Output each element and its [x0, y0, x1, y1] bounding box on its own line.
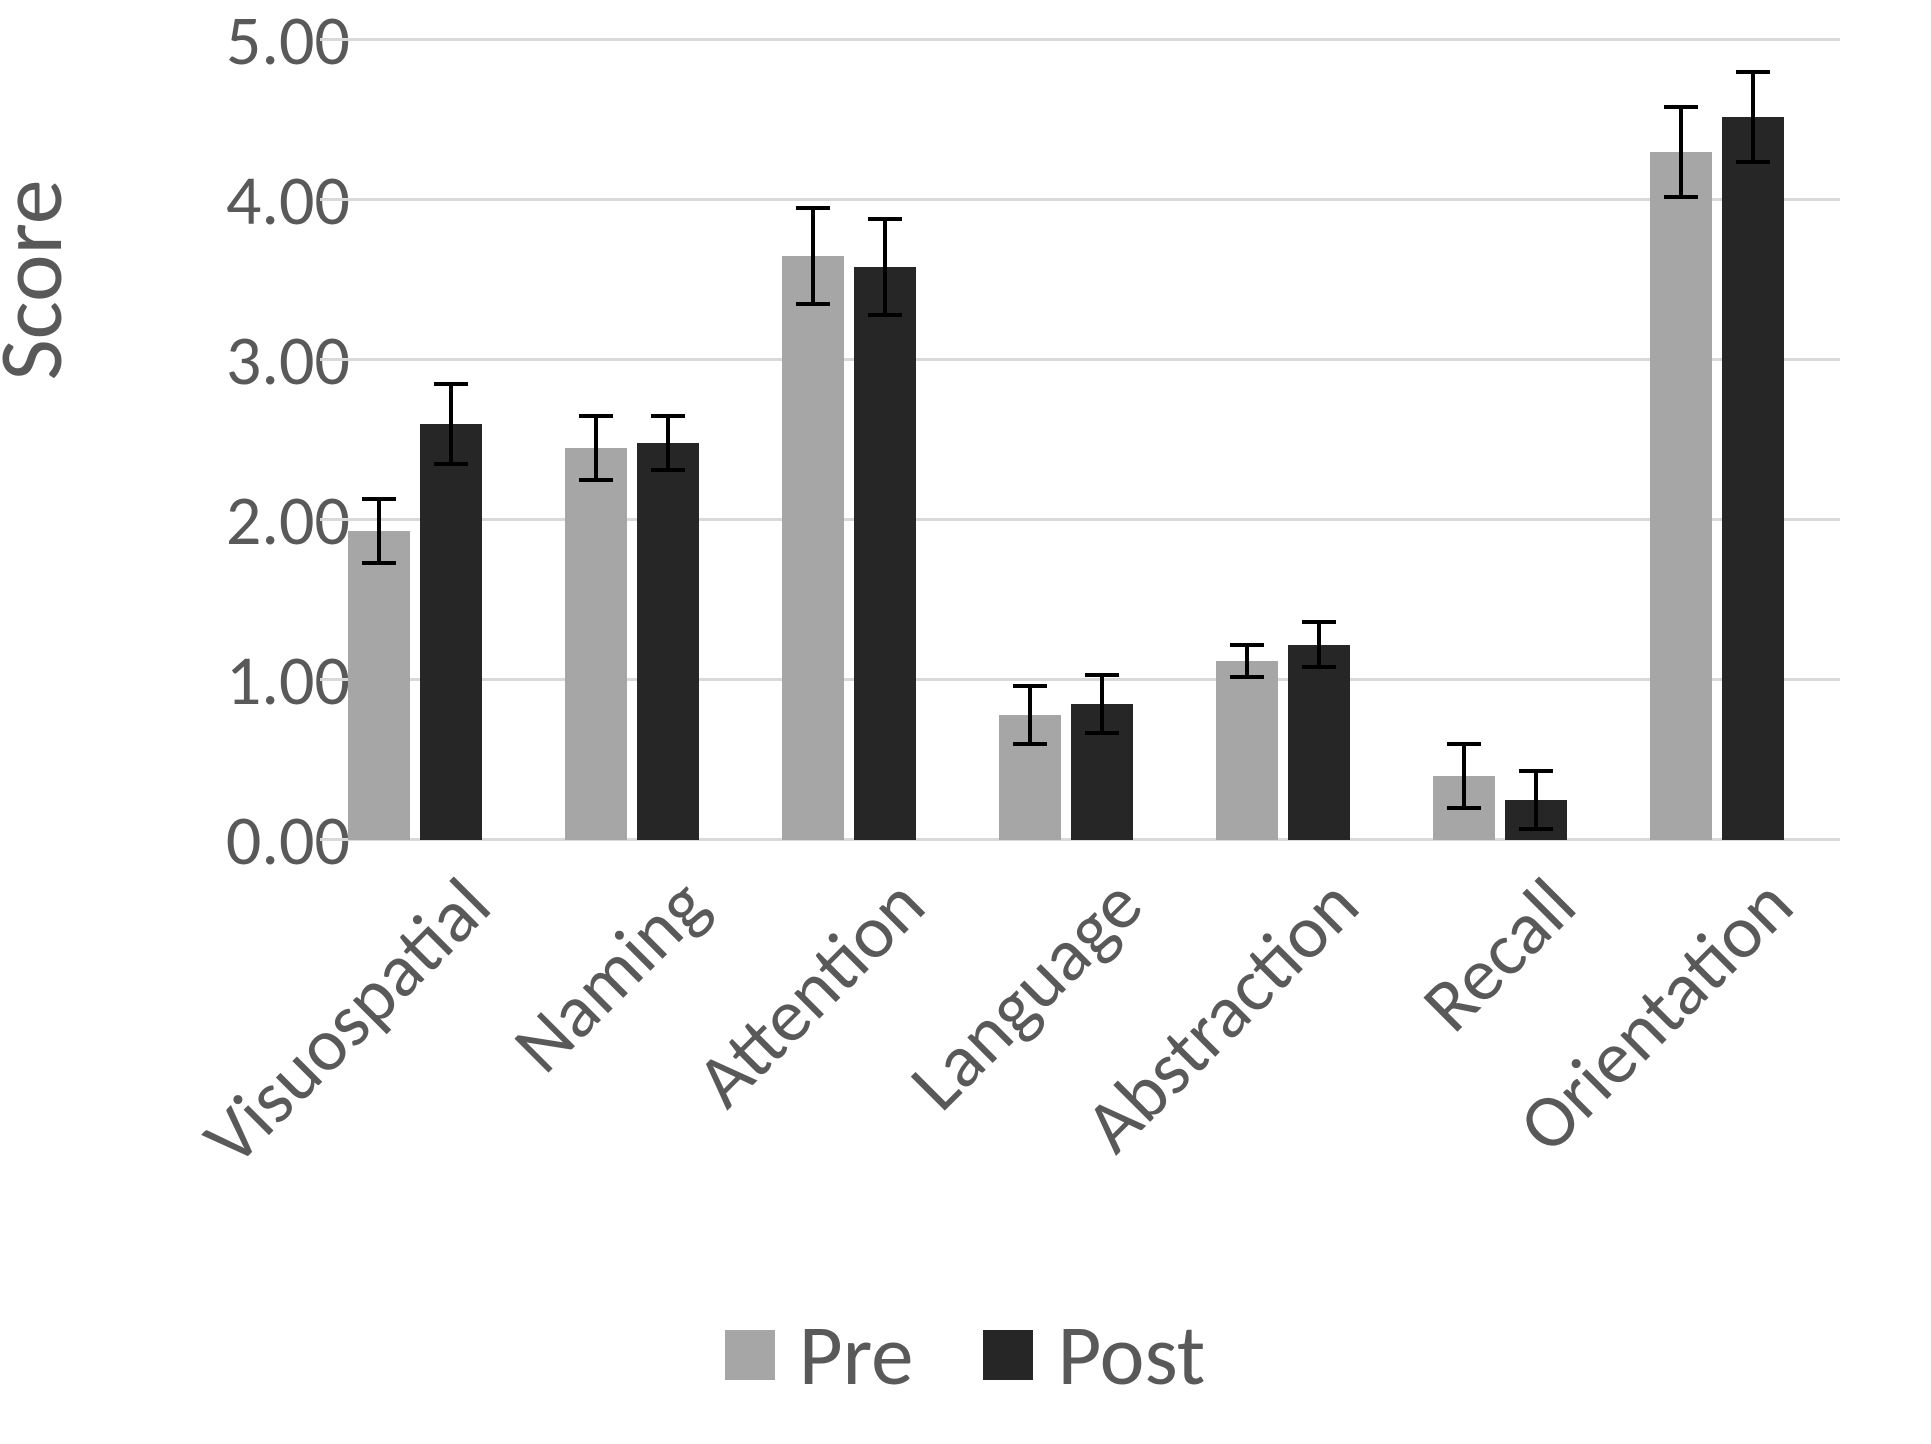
- error-cap: [434, 382, 468, 386]
- bar-post: [1071, 704, 1133, 840]
- legend: Pre Post: [40, 1290, 1890, 1420]
- gridline: [320, 678, 1840, 681]
- bar-pre: [1650, 152, 1712, 840]
- y-axis-title-text: Score: [0, 30, 86, 530]
- error-cap: [796, 302, 830, 306]
- error-cap: [1302, 665, 1336, 669]
- legend-swatch-post: [983, 1330, 1033, 1380]
- gridline: [320, 358, 1840, 361]
- gridline: [320, 518, 1840, 521]
- error-cap: [796, 206, 830, 210]
- error-cap: [1302, 620, 1336, 624]
- error-cap: [1085, 673, 1119, 677]
- bar-post: [1505, 800, 1567, 840]
- bar-pre: [348, 531, 410, 840]
- error-cap: [868, 313, 902, 317]
- bar-post: [420, 424, 482, 840]
- gridline: [320, 198, 1840, 201]
- error-cap: [1736, 160, 1770, 164]
- error-cap: [1013, 742, 1047, 746]
- bar-pre: [782, 256, 844, 840]
- error-cap: [1447, 742, 1481, 746]
- error-cap: [579, 414, 613, 418]
- error-cap: [362, 497, 396, 501]
- error-cap: [1230, 675, 1264, 679]
- bar-pre: [999, 715, 1061, 840]
- legend-swatch-pre: [725, 1330, 775, 1380]
- error-cap: [1664, 105, 1698, 109]
- y-axis-title: Score: [20, 0, 130, 280]
- error-cap: [868, 217, 902, 221]
- error-cap: [651, 468, 685, 472]
- error-cap: [1736, 70, 1770, 74]
- error-cap: [651, 414, 685, 418]
- legend-item-pre: Pre: [725, 1303, 914, 1407]
- error-cap: [1519, 827, 1553, 831]
- x-axis-label: Recall: [1404, 860, 1594, 1050]
- chart-container: Score 0.00 1.00 2.00 3.00 4.00 5.00 Visu…: [40, 20, 1890, 1420]
- error-cap: [1230, 643, 1264, 647]
- error-cap: [1519, 769, 1553, 773]
- bar-post: [637, 443, 699, 840]
- error-cap: [1013, 684, 1047, 688]
- error-cap: [1447, 806, 1481, 810]
- x-axis-label: Attention: [677, 860, 943, 1126]
- bar-post: [854, 267, 916, 840]
- error-cap: [362, 561, 396, 565]
- plot-area: [320, 40, 1840, 840]
- error-cap: [579, 478, 613, 482]
- error-cap: [1664, 195, 1698, 199]
- error-cap: [434, 462, 468, 466]
- bar-post: [1288, 645, 1350, 840]
- gridline: [320, 38, 1840, 41]
- legend-item-post: Post: [983, 1303, 1205, 1407]
- legend-label-pre: Pre: [799, 1303, 914, 1407]
- x-axis-label: Visuospatial: [186, 860, 510, 1184]
- legend-label-post: Post: [1057, 1303, 1205, 1407]
- bar-pre: [1216, 661, 1278, 840]
- bar-post: [1722, 117, 1784, 840]
- error-cap: [1085, 731, 1119, 735]
- bar-pre: [565, 448, 627, 840]
